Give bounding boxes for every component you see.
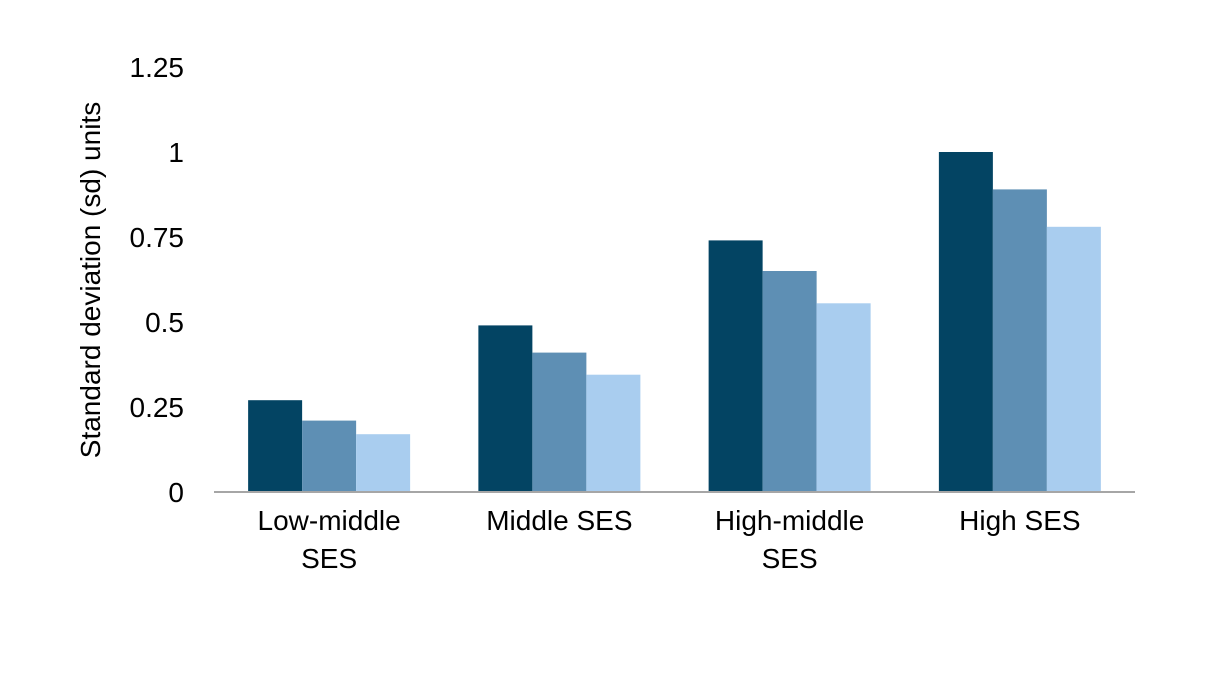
x-category-label: Middle SES — [486, 505, 632, 536]
bar — [356, 434, 411, 492]
bar — [762, 271, 817, 492]
x-axis-labels: Low-middle SES Middle SES High-middle SES Hig… — [258, 505, 1081, 574]
bar — [478, 325, 533, 492]
y-tick-label: 0 — [168, 477, 184, 508]
x-category-label: Low-middle SES — [258, 505, 401, 574]
x-category-label: High SES — [959, 505, 1080, 536]
y-tick-label: 1 — [168, 137, 184, 168]
bar — [532, 352, 587, 492]
y-tick-label: 0.25 — [130, 392, 185, 423]
y-tick-label: 0.5 — [145, 307, 184, 338]
bars-group — [248, 152, 1101, 493]
bar — [938, 152, 993, 492]
bar — [586, 374, 641, 492]
bar — [816, 303, 871, 492]
bar — [302, 420, 357, 492]
y-tick-label: 0.75 — [130, 222, 185, 253]
x-category-label: High-middle SES — [715, 505, 864, 574]
y-axis-title: Standard deviation (sd) units — [75, 102, 106, 458]
y-tick-label: 1.25 — [130, 52, 185, 83]
bar — [248, 400, 303, 492]
bar — [708, 240, 763, 492]
bar — [992, 189, 1047, 492]
y-axis-ticks: 0 0.25 0.5 0.75 1 1.25 — [130, 52, 185, 508]
bar — [1046, 226, 1101, 493]
